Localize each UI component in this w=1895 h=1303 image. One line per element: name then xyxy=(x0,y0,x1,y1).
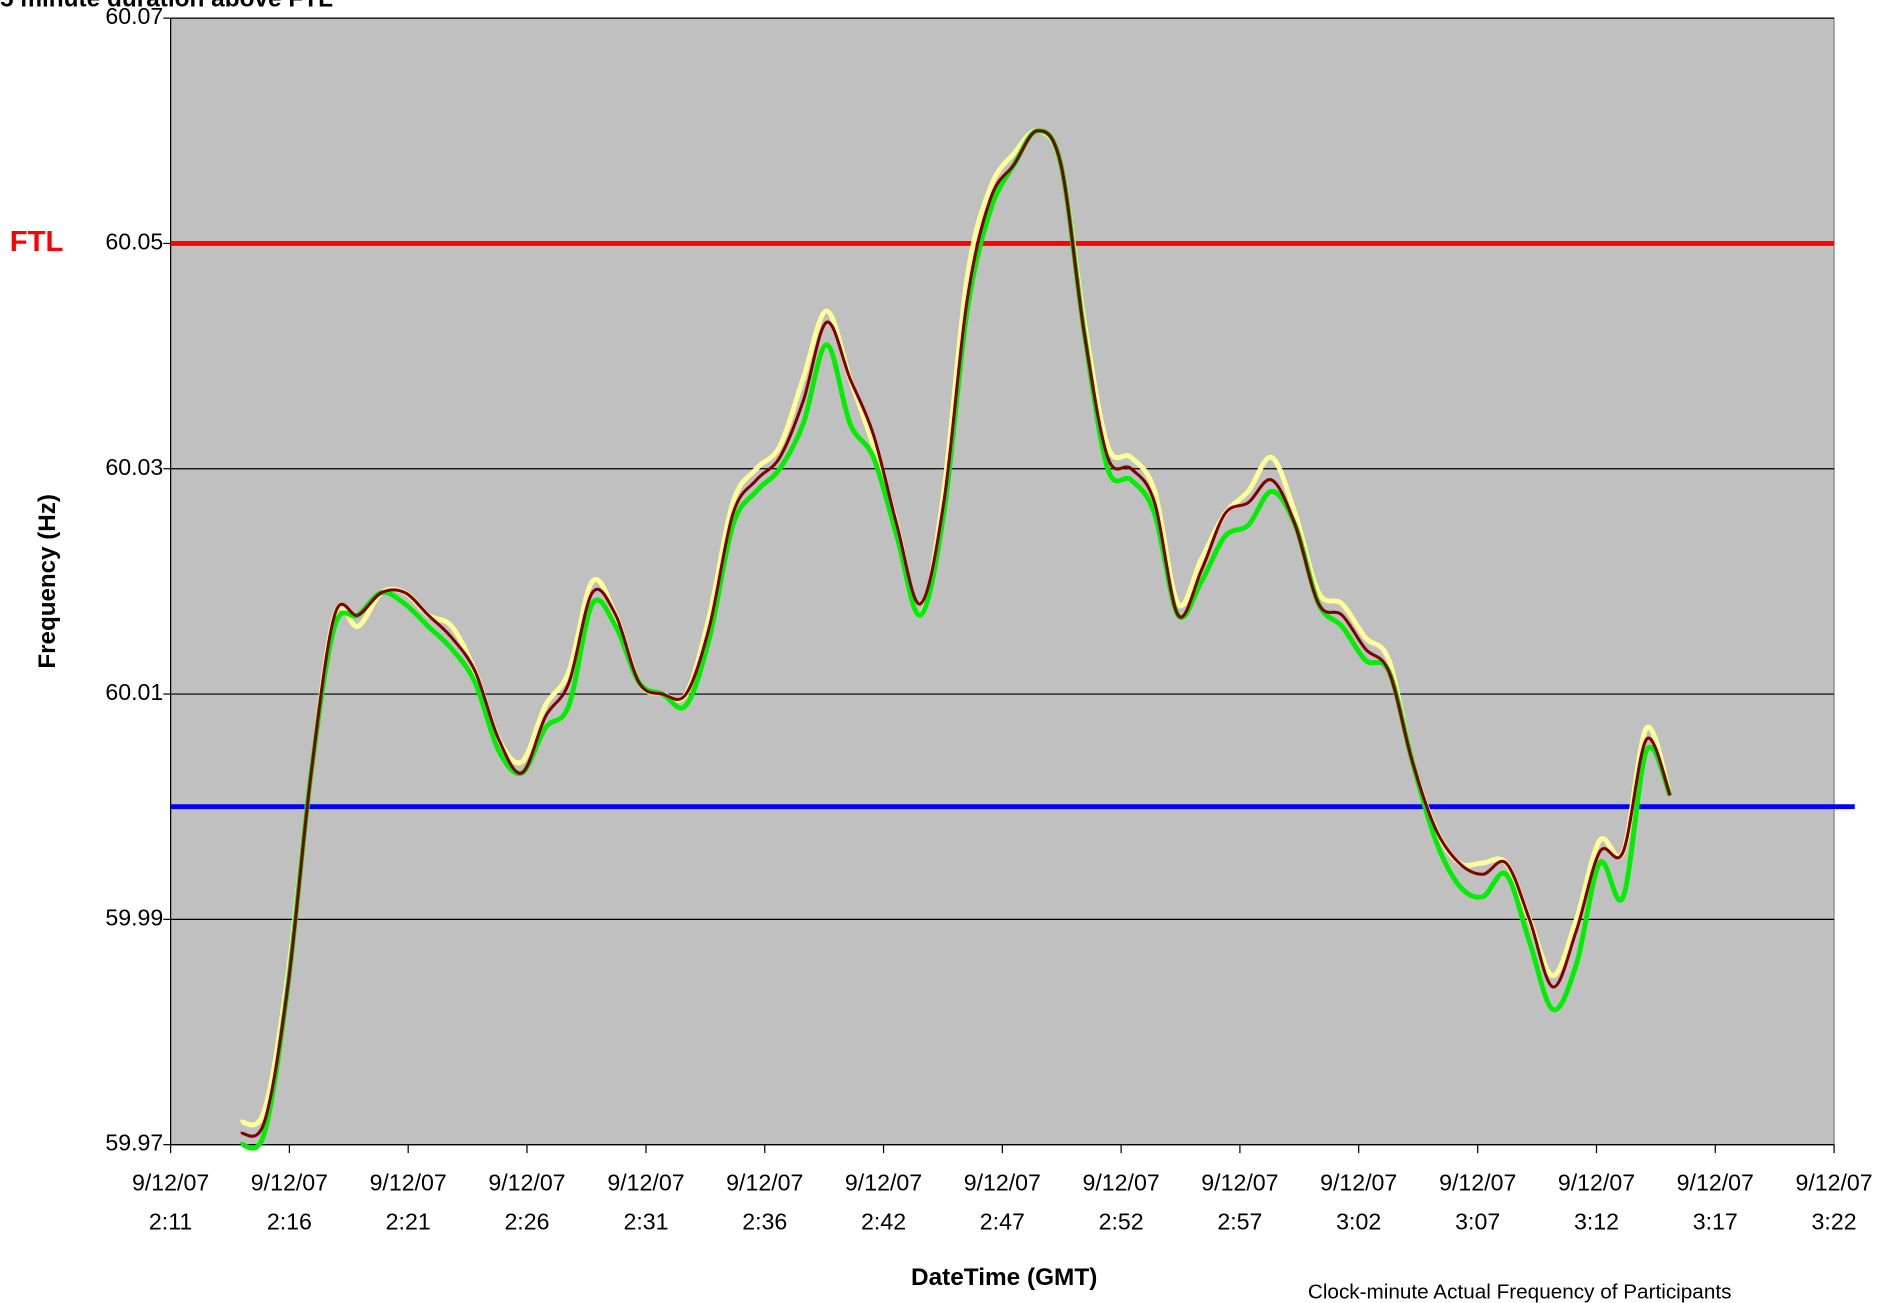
x-tick-label: 9/12/07 2:52 xyxy=(1083,1170,1160,1235)
x-tick-label: 9/12/07 2:36 xyxy=(726,1170,803,1235)
x-tick-label: 9/12/07 2:42 xyxy=(845,1170,922,1235)
x-tick-label: 9/12/07 2:16 xyxy=(251,1170,328,1235)
x-tick-label: 9/12/07 3:17 xyxy=(1677,1170,1754,1235)
y-tick-label: 60.01 xyxy=(105,679,163,705)
x-tick-label: 9/12/07 2:31 xyxy=(607,1170,684,1235)
x-axis-title: DateTime (GMT) xyxy=(911,1264,1097,1291)
x-tick-label: 9/12/07 3:12 xyxy=(1558,1170,1635,1235)
x-tick-label: 9/12/07 2:57 xyxy=(1201,1170,1278,1235)
chart-title: 5 minute duration above FTL xyxy=(0,0,333,12)
y-tick-label: 60.03 xyxy=(105,454,163,480)
x-tick-label: 9/12/07 2:47 xyxy=(964,1170,1041,1235)
x-tick-label: 9/12/07 2:11 xyxy=(132,1170,209,1235)
x-tick-label: 9/12/07 3:22 xyxy=(1795,1170,1872,1235)
x-tick-label: 9/12/07 3:07 xyxy=(1439,1170,1516,1235)
x-tick-label: 9/12/07 3:02 xyxy=(1320,1170,1397,1235)
y-tick-label: 59.97 xyxy=(105,1130,163,1156)
y-tick-label: 60.05 xyxy=(105,229,163,255)
y-axis-title: Frequency (Hz) xyxy=(34,494,61,669)
y-tick-label: 59.99 xyxy=(105,905,163,931)
note: Clock-minute Actual Frequency of Partici… xyxy=(1308,1281,1732,1303)
series-line xyxy=(240,129,1672,1138)
y-tick-label: 60.07 xyxy=(105,3,163,29)
x-tick-label: 9/12/07 2:26 xyxy=(488,1170,565,1235)
reference-label: FTL xyxy=(10,226,64,258)
plot-area xyxy=(170,17,1835,1146)
x-tick-label: 9/12/07 2:21 xyxy=(370,1170,447,1235)
